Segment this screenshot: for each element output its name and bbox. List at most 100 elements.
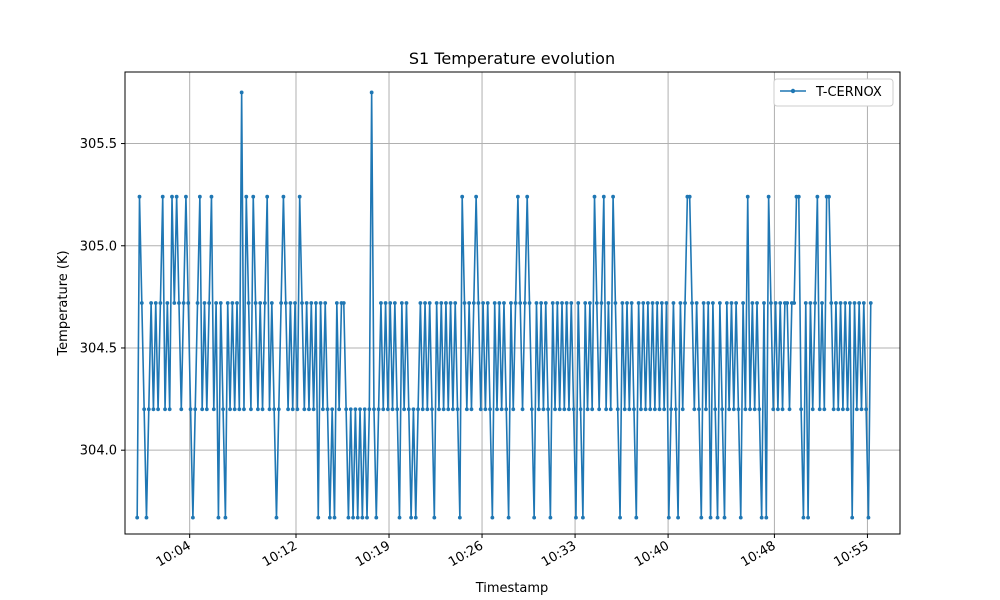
data-point [850, 515, 855, 520]
data-point [822, 407, 827, 412]
data-point [671, 301, 676, 305]
data-point [448, 301, 453, 305]
series-t-cernox [135, 90, 873, 520]
data-point [200, 407, 205, 412]
data-point [748, 407, 752, 412]
data-point [253, 301, 258, 305]
data-point [717, 301, 722, 305]
data-point [471, 301, 476, 305]
data-point [286, 407, 290, 412]
data-point [557, 407, 562, 412]
data-point [432, 515, 437, 520]
chart-title: S1 Temperature evolution [409, 49, 615, 68]
data-point [256, 407, 260, 412]
data-point [583, 301, 588, 305]
data-point [276, 407, 281, 412]
data-point [267, 407, 272, 412]
y-tick-label: 304.0 [80, 444, 117, 459]
data-point [325, 407, 330, 412]
data-point [666, 515, 671, 520]
data-point [680, 407, 685, 412]
data-point [163, 407, 167, 412]
data-point [601, 194, 606, 199]
data-point [664, 301, 669, 305]
y-axis-title: Temperature (K) [56, 250, 71, 356]
data-point [534, 301, 539, 305]
data-point [697, 407, 701, 412]
data-point [337, 407, 342, 412]
data-point [618, 515, 622, 520]
data-point [297, 194, 302, 199]
data-point [527, 301, 532, 305]
data-point [386, 407, 390, 412]
data-point [232, 407, 237, 412]
data-point [464, 407, 469, 412]
data-point [293, 301, 297, 305]
data-point [188, 407, 193, 412]
data-point [673, 407, 678, 412]
data-point [750, 301, 755, 305]
data-point [520, 407, 525, 412]
data-point [258, 301, 263, 305]
data-point [708, 515, 713, 520]
data-point [149, 301, 154, 305]
data-point [351, 515, 355, 520]
data-point [539, 301, 544, 305]
data-point [632, 407, 636, 412]
data-point [416, 407, 420, 412]
data-point [820, 301, 824, 305]
data-point [799, 407, 804, 412]
data-point [330, 407, 335, 412]
data-point [316, 515, 321, 520]
data-point [249, 407, 253, 412]
data-point [348, 407, 353, 412]
data-point [358, 407, 362, 412]
data-point [235, 301, 239, 305]
data-point [158, 301, 163, 305]
data-point [546, 407, 550, 412]
data-point [390, 407, 395, 412]
data-point [399, 301, 404, 305]
data-point [193, 407, 198, 412]
data-point [179, 407, 184, 412]
data-point [439, 301, 444, 305]
data-point [704, 407, 708, 412]
data-point [518, 301, 523, 305]
data-point [773, 301, 778, 305]
data-point [701, 301, 706, 305]
legend-label: T-CERNOX [815, 85, 882, 100]
data-point [731, 407, 736, 412]
data-point [831, 407, 836, 412]
data-point [481, 301, 485, 305]
data-point [151, 407, 156, 412]
data-point [392, 301, 397, 305]
data-point [509, 301, 513, 305]
data-point [283, 301, 288, 305]
data-point [769, 301, 773, 305]
y-tick-label: 304.5 [80, 341, 117, 356]
data-point [736, 407, 741, 412]
data-point [427, 301, 432, 305]
data-point [847, 301, 852, 305]
data-point [541, 407, 546, 412]
plot-frame [124, 71, 901, 535]
y-tick-label: 305.0 [80, 239, 117, 254]
data-point [146, 407, 151, 412]
data-point [262, 301, 267, 305]
data-point [367, 407, 372, 412]
data-point [690, 301, 694, 305]
data-point [228, 407, 232, 412]
data-point [346, 515, 351, 520]
data-point [214, 301, 219, 305]
data-point [548, 515, 553, 520]
data-point [792, 301, 797, 305]
data-point [576, 301, 581, 305]
data-point [260, 407, 265, 412]
data-point [743, 407, 748, 412]
data-point [553, 407, 557, 412]
data-point [648, 407, 653, 412]
x-axis-title: Timestamp [475, 581, 549, 596]
data-point [425, 407, 430, 412]
data-point [516, 194, 520, 199]
data-point [745, 194, 750, 199]
